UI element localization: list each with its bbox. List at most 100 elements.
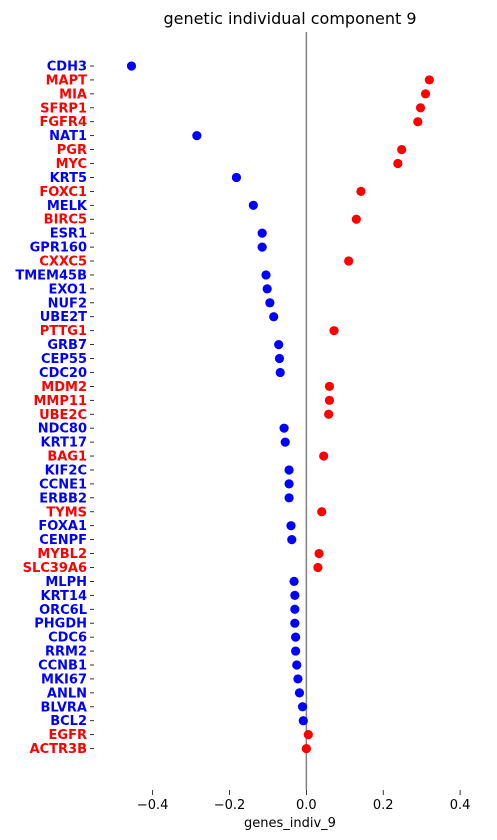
y-tick-label-bcl2: BCL2 [50,714,87,729]
y-tick-label-birc5: BIRC5 [44,213,87,228]
data-point-mlph [289,576,299,587]
y-tick-label-foxc1: FOXC1 [39,185,87,200]
data-point-orc6l [290,604,300,614]
data-point-ccnb1 [292,660,302,670]
data-point-tyms [317,507,327,517]
y-tick-label-myc: MYC [56,157,87,172]
y-tick-label-pttg1: PTTG1 [40,324,87,339]
data-point-nuf2 [265,298,275,308]
y-tick-label-ube2t: UBE2T [40,310,87,325]
y-tick-label-exo1: EXO1 [48,282,87,297]
y-tick-label-kif2c: KIF2C [45,463,87,478]
data-point-cdh3 [126,61,137,71]
y-tick-label-pgr: PGR [57,143,87,158]
y-tick-label-krt14: KRT14 [41,589,87,604]
y-tick-label-mybl2: MYBL2 [37,547,87,562]
y-tick-label-rrm2: RRM2 [45,645,87,660]
data-point-bag1 [319,451,329,461]
data-point-mki67 [293,674,303,684]
data-point-foxa1 [286,521,296,531]
y-tick-label-ccne1: CCNE1 [39,477,87,492]
data-point-cxxc5 [344,256,354,266]
data-point-rrm2 [291,646,301,656]
y-tick-label-krt17: KRT17 [41,436,87,451]
data-point-nat1 [192,131,202,141]
x-tick-label-0: −0.4 [137,798,169,813]
data-point-bcl2 [298,716,308,726]
x-axis-label: genes_indiv_9 [244,816,336,831]
y-tick-label-nat1: NAT1 [49,129,87,144]
data-point-krt17 [280,437,290,447]
data-point-birc5 [351,214,361,224]
y-tick-labels: CDH3MAPTMIASFRP1FGFR4NAT1PGRMYCKRT5FOXC1… [15,60,94,757]
data-point-krt5 [231,172,242,183]
data-point-cenpf [287,535,297,545]
data-point-esr1 [257,228,267,238]
y-tick-label-erbb2: ERBB2 [39,491,87,506]
y-tick-label-ube2c: UBE2C [39,408,87,423]
data-point-erbb2 [284,493,294,503]
data-point-exo1 [262,284,272,294]
x-axis: −0.4 −0.2 0.0 0.2 0.4 [137,790,471,813]
y-tick-label-grb7: GRB7 [47,338,87,353]
data-point-mybl2 [314,548,324,559]
data-point-ccne1 [284,479,294,489]
x-tick-label-4: 0.4 [450,798,471,813]
y-tick-label-orc6l: ORC6L [39,603,87,618]
y-tick-label-mdm2: MDM2 [41,380,87,395]
y-tick-label-tmem45b: TMEM45B [15,268,87,283]
y-tick-label-actr3b: ACTR3B [30,742,87,757]
y-tick-label-foxa1: FOXA1 [38,519,87,534]
y-tick-label-tyms: TYMS [46,505,87,520]
y-tick-label-nuf2: NUF2 [48,296,87,311]
data-point-cdc20 [275,367,285,378]
y-tick-label-mapt: MAPT [46,73,88,88]
data-point-mia [420,89,431,99]
chart-title: genetic individual component 9 [163,9,416,28]
data-point-blvra [297,702,308,712]
data-point-ube2t [269,312,279,322]
y-tick-label-cdc6: CDC6 [48,631,87,646]
data-point-slc39a6 [313,562,323,573]
y-tick-label-melk: MELK [47,199,88,214]
y-tick-label-anln: ANLN [47,686,87,701]
data-point-grb7 [274,340,284,350]
data-point-foxc1 [356,186,366,196]
y-tick-label-phgdh: PHGDH [34,617,87,632]
x-tick-label-1: −0.2 [214,798,246,813]
data-point-mdm2 [324,381,335,391]
x-tick-label-3: 0.2 [373,798,394,813]
y-tick-label-krt5: KRT5 [50,171,87,186]
y-tick-label-gpr160: GPR160 [30,241,87,256]
y-tick-label-egfr: EGFR [49,728,87,743]
y-tick-label-mki67: MKI67 [41,672,87,687]
data-point-egfr [303,730,313,740]
data-point-mapt [424,75,434,85]
data-point-cep55 [274,353,285,364]
data-point-anln [294,688,305,698]
y-tick-label-ccnb1: CCNB1 [38,658,87,673]
y-tick-label-fgfr4: FGFR4 [40,115,88,130]
y-tick-label-esr1: ESR1 [50,227,87,242]
data-point-fgfr4 [413,117,423,127]
y-tick-label-cdc20: CDC20 [39,366,87,381]
y-tick-label-ndc80: NDC80 [38,422,87,437]
y-tick-label-sfrp1: SFRP1 [40,101,87,116]
y-tick-label-mlph: MLPH [45,575,87,590]
y-tick-label-blvra: BLVRA [40,700,87,715]
data-point-pgr [397,144,407,155]
data-point-melk [248,200,258,210]
y-tick-label-cxxc5: CXXC5 [39,255,87,270]
y-tick-label-cdh3: CDH3 [47,60,87,75]
data-point-phgdh [290,618,300,628]
y-tick-label-cep55: CEP55 [41,352,87,367]
y-tick-label-bag1: BAG1 [47,450,87,465]
data-point-pttg1 [329,326,339,336]
x-tick-label-2: 0.0 [296,798,317,813]
y-tick-label-mmp11: MMP11 [34,394,88,409]
data-point-actr3b [301,743,311,754]
data-point-cdc6 [291,632,301,642]
data-point-kif2c [284,465,294,475]
data-point-krt14 [290,590,300,600]
